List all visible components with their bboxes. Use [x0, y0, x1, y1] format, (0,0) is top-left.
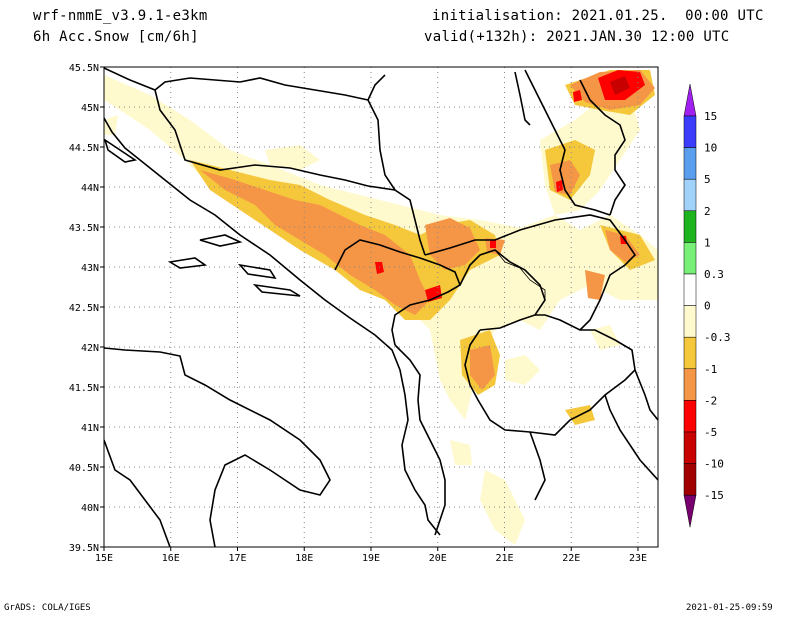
colorbar: 15 10 5 2 1 0.3 0 -0.3 -1 -2 -5 -10 -15: [683, 83, 731, 528]
colorbar-label: 1: [704, 236, 711, 249]
country-borders: [104, 67, 658, 547]
colorbar-swatch: [683, 431, 697, 464]
lat-tick-label: 42N: [81, 343, 99, 354]
snow-shading: [104, 70, 658, 545]
longitude-labels: 15E 16E 17E 18E 19E 20E 21E 22E 23E: [95, 553, 647, 564]
lat-tick-label: 39.5N: [69, 543, 99, 554]
model-label: wrf-nmmE_v3.9.1-e3km: [33, 8, 208, 24]
colorbar-label: -1: [704, 363, 717, 376]
latitude-ticks: [100, 66, 104, 548]
colorbar-swatch: [683, 305, 697, 338]
colorbar-label: 5: [704, 173, 711, 186]
lat-tick-label: 40.5N: [69, 463, 99, 474]
lat-tick-label: 42.5N: [69, 303, 99, 314]
colorbar-swatch: [683, 115, 697, 148]
kosovo-border: [469, 249, 546, 316]
colorbar-label: -15: [704, 489, 724, 502]
colorbar-swatch: [683, 368, 697, 401]
lon-tick-label: 16E: [162, 553, 180, 564]
colorbar-label: 10: [704, 142, 717, 155]
longitude-ticks: [103, 547, 639, 551]
colorbar-label: 2: [704, 205, 711, 218]
colorbar-label: 0: [704, 300, 711, 313]
lon-tick-label: 20E: [429, 553, 447, 564]
render-timestamp: 2021-01-25-09:59: [686, 603, 773, 613]
colorbar-label: 0.3: [704, 268, 724, 281]
colorbar-top-arrow: [683, 83, 697, 117]
field-label: 6h Acc.Snow [cm/6h]: [33, 29, 199, 45]
initialisation-label: initialisation: 2021.01.25. 00:00 UTC: [432, 8, 764, 24]
lat-tick-label: 41N: [81, 423, 99, 434]
lat-tick-label: 41.5N: [69, 383, 99, 394]
lat-tick-label: 44.5N: [69, 143, 99, 154]
valid-time-label: valid(+132h): 2021.JAN.30 12:00 UTC: [424, 29, 730, 45]
colorbar-swatch: [683, 210, 697, 243]
lat-tick-label: 44N: [81, 183, 99, 194]
colorbar-swatch: [683, 463, 697, 496]
colorbar-label: -0.3: [704, 331, 731, 344]
colorbar-swatch: [683, 336, 697, 370]
colorbar-label: -10: [704, 458, 724, 471]
lat-tick-label: 45.5N: [69, 63, 99, 74]
colorbar-label: -5: [704, 426, 717, 439]
lon-tick-label: 18E: [295, 553, 313, 564]
colorbar-swatch: [683, 273, 697, 306]
lon-tick-label: 15E: [95, 553, 113, 564]
lon-tick-label: 21E: [495, 553, 513, 564]
colorbar-swatch: [683, 242, 697, 275]
lat-tick-label: 43.5N: [69, 223, 99, 234]
grid-lines: [104, 67, 658, 547]
colorbar-swatch: [683, 400, 697, 433]
latitude-labels: 45.5N 45N 44.5N 44N 43.5N 43N 42.5N 42N 41.5N 41N…: [69, 63, 99, 554]
colorbar-bottom-arrow: [683, 494, 697, 528]
colorbar-swatch: [683, 178, 697, 212]
lat-tick-label: 45N: [81, 103, 99, 114]
grads-credit: GrADS: COLA/IGES: [4, 603, 91, 613]
lon-tick-label: 23E: [629, 553, 647, 564]
colorbar-swatch: [683, 147, 697, 180]
lon-tick-label: 17E: [228, 553, 246, 564]
colorbar-label: -2: [704, 394, 717, 407]
lon-tick-label: 19E: [362, 553, 380, 564]
lon-tick-label: 22E: [562, 553, 580, 564]
lat-tick-label: 43N: [81, 263, 99, 274]
colorbar-label: 15: [704, 110, 717, 123]
lat-tick-label: 40N: [81, 503, 99, 514]
